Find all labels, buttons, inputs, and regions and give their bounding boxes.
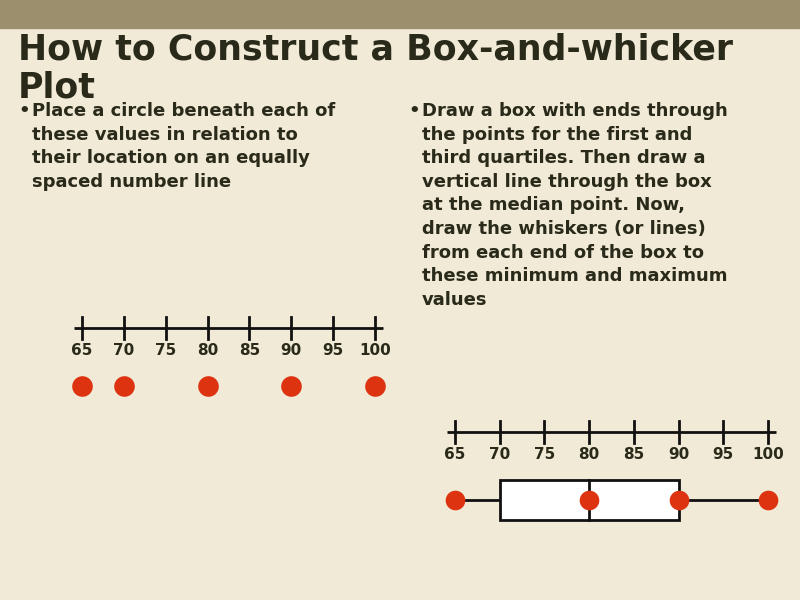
Point — [285, 381, 298, 391]
Point — [582, 495, 595, 505]
Text: 70: 70 — [114, 343, 134, 358]
Text: 100: 100 — [359, 343, 391, 358]
Point — [201, 381, 214, 391]
Text: 90: 90 — [668, 447, 689, 462]
Text: 70: 70 — [489, 447, 510, 462]
Text: How to Construct a Box-and-whicker: How to Construct a Box-and-whicker — [18, 32, 733, 66]
Text: 85: 85 — [239, 343, 260, 358]
Text: •: • — [408, 102, 420, 120]
Text: 75: 75 — [155, 343, 176, 358]
Text: 90: 90 — [281, 343, 302, 358]
Text: Place a circle beneath each of
these values in relation to
their location on an : Place a circle beneath each of these val… — [32, 102, 335, 191]
Point — [369, 381, 382, 391]
Text: 65: 65 — [71, 343, 93, 358]
Text: Draw a box with ends through
the points for the first and
third quartiles. Then : Draw a box with ends through the points … — [422, 102, 728, 309]
Text: 75: 75 — [534, 447, 555, 462]
Text: 65: 65 — [444, 447, 466, 462]
Text: 95: 95 — [322, 343, 344, 358]
Point — [118, 381, 130, 391]
Point — [449, 495, 462, 505]
Text: •: • — [18, 102, 30, 120]
Text: Plot: Plot — [18, 70, 96, 104]
Bar — [500, 480, 678, 520]
Text: 85: 85 — [623, 447, 645, 462]
Bar — [0, 0, 800, 28]
Text: 100: 100 — [752, 447, 784, 462]
Text: 95: 95 — [713, 447, 734, 462]
Point — [762, 495, 774, 505]
Point — [75, 381, 89, 391]
Text: 80: 80 — [197, 343, 218, 358]
Text: 80: 80 — [578, 447, 600, 462]
Point — [672, 495, 685, 505]
